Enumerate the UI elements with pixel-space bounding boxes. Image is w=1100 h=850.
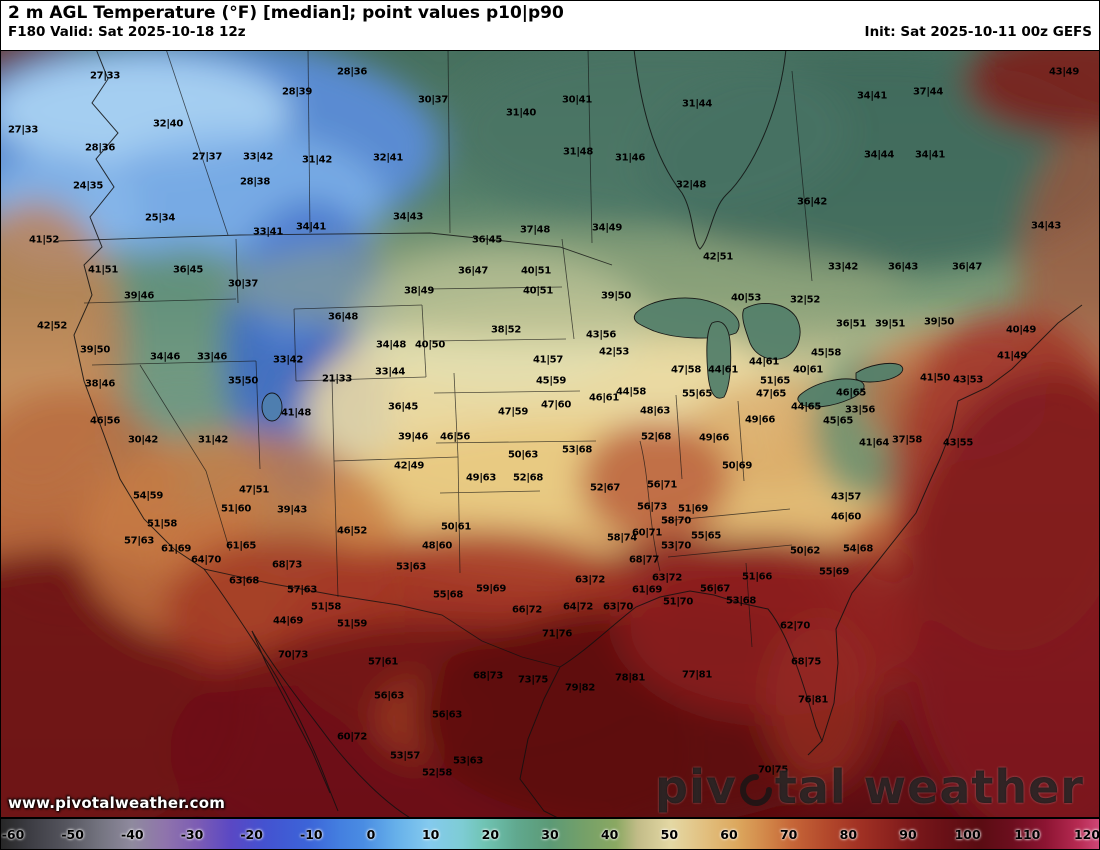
colorbar: -60 -50 -40 -30 -20 -10 0 10 20 30 40 50 60 70 80 90 100… bbox=[0, 818, 1100, 850]
state-borders bbox=[83, 51, 813, 648]
colorbar-tick-label: 0 bbox=[366, 827, 376, 842]
country-borders bbox=[57, 232, 613, 668]
temperature-field bbox=[0, 51, 1100, 817]
colorbar-tick-label: -20 bbox=[240, 827, 263, 842]
page-title: 2 m AGL Temperature (°F) [median]; point… bbox=[8, 3, 564, 23]
field-blobs bbox=[0, 51, 1100, 817]
colorbar-tick-label: -40 bbox=[121, 827, 144, 842]
colorbar-ticks: -60 -50 -40 -30 -20 -10 0 10 20 30 40 50 60 70 80 90 100… bbox=[0, 819, 1100, 850]
valid-time-label: F180 Valid: Sat 2025-10-18 12z bbox=[8, 24, 246, 40]
colorbar-tick-label: -60 bbox=[1, 827, 25, 842]
coastline-paths bbox=[73, 51, 1083, 817]
colorbar-tick-label: 50 bbox=[660, 827, 679, 842]
great-lakes bbox=[261, 297, 904, 422]
colorbar-tick-label: -50 bbox=[61, 827, 84, 842]
forecast-map[interactable] bbox=[0, 50, 1100, 818]
colorbar-tick-label: 30 bbox=[541, 827, 559, 842]
colorbar-tick-label: 20 bbox=[481, 827, 500, 842]
map-header: 2 m AGL Temperature (°F) [median]; point… bbox=[0, 0, 1100, 50]
colorbar-tick-label: 70 bbox=[779, 827, 798, 842]
colorbar-tick-label: 120 bbox=[1073, 827, 1100, 842]
colorbar-tick-label: 100 bbox=[954, 827, 981, 842]
init-time-label: Init: Sat 2025-10-11 00z GEFS bbox=[864, 24, 1092, 40]
colorbar-tick-label: 110 bbox=[1014, 827, 1041, 842]
colorbar-tick-label: 40 bbox=[600, 827, 619, 842]
colorbar-tick-label: -30 bbox=[180, 827, 204, 842]
colorbar-tick-label: 90 bbox=[899, 827, 917, 842]
colorbar-tick-label: 10 bbox=[421, 827, 440, 842]
colorbar-tick-label: 60 bbox=[720, 827, 738, 842]
great-salt-lake bbox=[261, 392, 283, 422]
colorbar-tick-label: -10 bbox=[300, 827, 323, 842]
colorbar-tick-label: 80 bbox=[839, 827, 858, 842]
